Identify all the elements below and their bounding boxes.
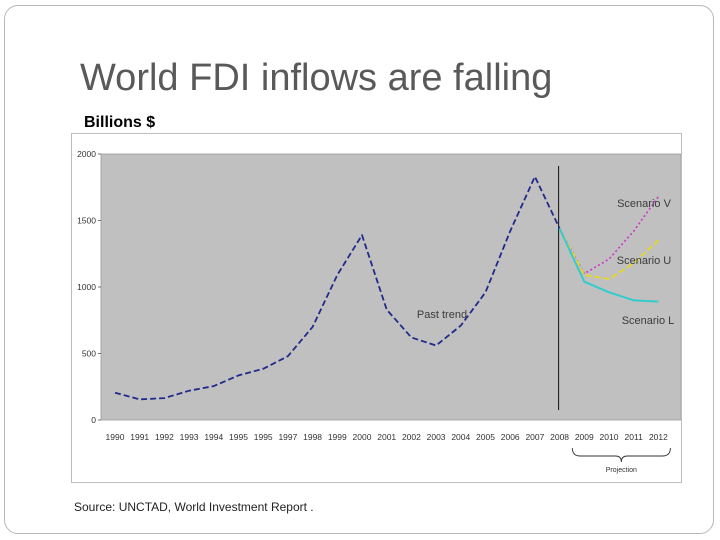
x-tick-label: 2006 xyxy=(501,432,520,442)
x-tick-label: 1991 xyxy=(130,432,149,442)
x-tick-label: 1995 xyxy=(229,432,248,442)
x-tick-label: 2002 xyxy=(402,432,421,442)
x-tick-label: 2007 xyxy=(525,432,544,442)
x-tick-label: 1994 xyxy=(204,432,223,442)
x-tick-label: 2008 xyxy=(550,432,569,442)
series-label-scenario-l: Scenario L xyxy=(622,315,675,327)
fdi-line-chart: 0 500 1000 1500 2000 1990 1991 1992 1993 1994 1995… xyxy=(77,149,682,474)
x-tick-label: 1998 xyxy=(303,432,322,442)
y-tick-label: 2000 xyxy=(77,149,96,159)
x-tick-label: 2003 xyxy=(427,432,446,442)
x-tick-label: 2004 xyxy=(451,432,470,442)
source-note: Source: UNCTAD, World Investment Report … xyxy=(74,500,314,514)
x-tick-label: 2001 xyxy=(377,432,396,442)
unit-label: Billions $ xyxy=(84,114,156,131)
series-label-scenario-v: Scenario V xyxy=(617,198,671,210)
x-tick-label: 1993 xyxy=(180,432,199,442)
series-label-scenario-u: Scenario U xyxy=(617,255,671,267)
chart-frame: 0 500 1000 1500 2000 1990 1991 1992 1993 1994 1995… xyxy=(71,133,682,483)
x-tick-label: 1992 xyxy=(155,432,174,442)
x-tick-label: 2010 xyxy=(600,432,619,442)
x-tick-label: 2000 xyxy=(353,432,372,442)
x-tick-label: 2009 xyxy=(575,432,594,442)
series-line-scenario-v xyxy=(558,196,660,275)
y-tick-label: 500 xyxy=(82,349,96,359)
y-tick-label: 1500 xyxy=(77,216,96,226)
slide-title: World FDI inflows are falling xyxy=(80,57,553,99)
slide-border xyxy=(4,5,714,534)
series-line-scenario-u xyxy=(558,228,660,280)
y-tick-label: 0 xyxy=(91,415,96,425)
x-tick-label: 1990 xyxy=(106,432,125,442)
series-line-scenario-l xyxy=(558,228,659,303)
x-tick-label: 2005 xyxy=(476,432,495,442)
x-tick-label: 1997 xyxy=(278,432,297,442)
x-tick-label: 2012 xyxy=(649,432,668,442)
y-tick-label: 1000 xyxy=(77,282,96,292)
x-tick-label: 2011 xyxy=(625,432,644,442)
plot-area xyxy=(100,153,682,421)
x-tick-label: 1999 xyxy=(328,432,347,442)
projection-label: Projection xyxy=(606,467,637,474)
projection-brace xyxy=(571,447,671,463)
x-tick-label: 1995 xyxy=(254,432,273,442)
series-line-past-trend xyxy=(114,175,561,401)
series-label-past-trend: Past trend xyxy=(417,309,467,321)
